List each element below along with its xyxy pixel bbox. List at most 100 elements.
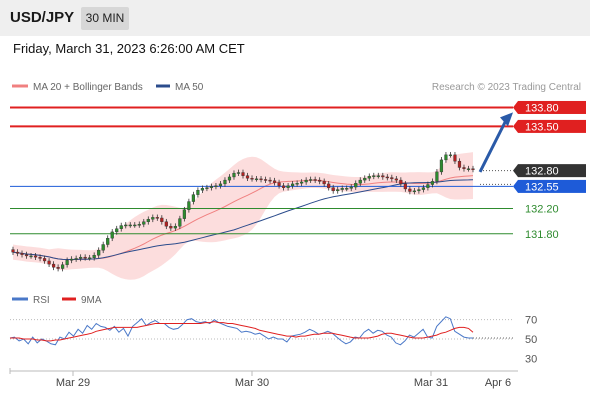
candle-body bbox=[318, 179, 322, 182]
candle-body bbox=[277, 182, 281, 186]
rsi-line bbox=[9, 316, 473, 346]
candle-body bbox=[263, 179, 268, 181]
candle-body bbox=[322, 181, 326, 185]
candle-body bbox=[340, 188, 344, 190]
candle-body bbox=[394, 178, 398, 181]
candle-body bbox=[426, 184, 430, 188]
candle-body bbox=[191, 194, 195, 202]
candle-body bbox=[137, 224, 141, 226]
candle-body bbox=[462, 167, 466, 169]
candle-body bbox=[439, 159, 444, 173]
candle-body bbox=[101, 244, 105, 251]
candle-body bbox=[286, 185, 290, 188]
axis-tick-label: Mar 30 bbox=[235, 377, 269, 389]
resistance-label-bg bbox=[518, 100, 586, 114]
forecast-arrow-shaft bbox=[478, 119, 508, 173]
candle-body bbox=[313, 179, 317, 181]
price-chart: MA 20 + Bollinger Bands MA 50 Research ©… bbox=[10, 82, 586, 280]
candle-body bbox=[417, 189, 421, 192]
credit-label: Research © 2023 Trading Central bbox=[432, 82, 581, 93]
resistance-label: 133.80 bbox=[525, 102, 559, 114]
candle-body bbox=[259, 178, 263, 181]
candle-body bbox=[11, 249, 15, 253]
candle-body bbox=[74, 258, 78, 260]
candle-body bbox=[169, 226, 173, 229]
candle-body bbox=[385, 176, 389, 179]
interval-badge[interactable]: 30 MIN bbox=[81, 7, 129, 30]
candle-body bbox=[232, 172, 236, 178]
pivot-label-bg bbox=[518, 179, 586, 193]
candle-body bbox=[151, 217, 155, 220]
candle-body bbox=[128, 224, 132, 227]
candle-body bbox=[133, 224, 137, 227]
axis-tick-label: Mar 31 bbox=[414, 377, 448, 389]
candle-body bbox=[457, 160, 462, 168]
candle-body bbox=[178, 218, 182, 227]
candle-body bbox=[70, 258, 74, 261]
candle-body bbox=[119, 225, 123, 229]
candle-body bbox=[187, 201, 191, 210]
candle-body bbox=[358, 179, 362, 184]
candle-body bbox=[56, 267, 60, 269]
candle-body bbox=[227, 176, 232, 181]
candle-body bbox=[200, 188, 205, 191]
candle-body bbox=[430, 181, 435, 185]
candle-body bbox=[309, 179, 313, 181]
candle-body bbox=[471, 168, 475, 170]
candle-body bbox=[381, 175, 385, 178]
legend-ma50-label: MA 50 bbox=[175, 82, 204, 93]
candle-body bbox=[88, 257, 92, 259]
time-axis: Mar 29 Mar 30 Mar 31 Apr 6 bbox=[9, 368, 518, 389]
last-price-label-bg bbox=[518, 164, 586, 178]
rsi-tick-label: 50 bbox=[525, 334, 537, 346]
candle-body bbox=[403, 183, 407, 190]
candle-body bbox=[268, 179, 272, 182]
candle-body bbox=[412, 190, 416, 193]
candle-body bbox=[349, 186, 353, 189]
candle-body bbox=[372, 175, 376, 177]
candle-body bbox=[61, 264, 65, 269]
candle-body bbox=[453, 154, 457, 162]
candle-body bbox=[345, 188, 349, 190]
support-label: 132.20 bbox=[525, 204, 559, 216]
pivot-label: 132.55 bbox=[525, 181, 559, 193]
candle-body bbox=[214, 185, 218, 187]
forecast-arrow-head bbox=[500, 112, 513, 127]
candle-body bbox=[92, 255, 96, 258]
rsi-panel: RSI 9MA 70 50 30 bbox=[9, 295, 537, 365]
candle-body bbox=[124, 224, 128, 227]
candle-body bbox=[421, 187, 425, 190]
candle-body bbox=[196, 190, 200, 195]
candle-body bbox=[304, 179, 308, 183]
candle-body bbox=[354, 183, 358, 188]
header-bar: USD/JPY 30 MIN bbox=[0, 0, 590, 36]
candle-body bbox=[33, 255, 38, 258]
candle-body bbox=[241, 172, 245, 176]
candle-body bbox=[83, 256, 87, 259]
axis-tick-label: Mar 29 bbox=[56, 377, 90, 389]
candle-body bbox=[29, 255, 33, 258]
last-price-label: 132.80 bbox=[525, 166, 559, 178]
rsi-tick-label: 30 bbox=[525, 353, 537, 365]
candle-body bbox=[209, 186, 214, 188]
legend-9ma-label: 9MA bbox=[81, 295, 102, 306]
candles bbox=[11, 152, 475, 272]
candle-body bbox=[254, 178, 259, 181]
candle-body bbox=[444, 154, 448, 161]
last-price-label-pointer bbox=[513, 164, 518, 178]
candle-body bbox=[65, 260, 69, 265]
candle-body bbox=[146, 219, 150, 222]
candle-body bbox=[448, 154, 453, 157]
candle-body bbox=[24, 254, 29, 257]
pivot-label-pointer bbox=[513, 179, 518, 193]
candle-body bbox=[115, 228, 119, 233]
support-label: 131.80 bbox=[525, 229, 559, 241]
candle-body bbox=[38, 256, 42, 259]
candle-body bbox=[390, 177, 394, 180]
resistance-label-pointer bbox=[513, 119, 518, 133]
candle-body bbox=[142, 221, 146, 225]
candle-body bbox=[281, 185, 286, 188]
level-labels: 133.80 133.50 132.80 132.55 132.20 131.80 bbox=[478, 100, 586, 241]
candle-body bbox=[331, 187, 335, 192]
resistance-label-pointer bbox=[513, 100, 518, 114]
